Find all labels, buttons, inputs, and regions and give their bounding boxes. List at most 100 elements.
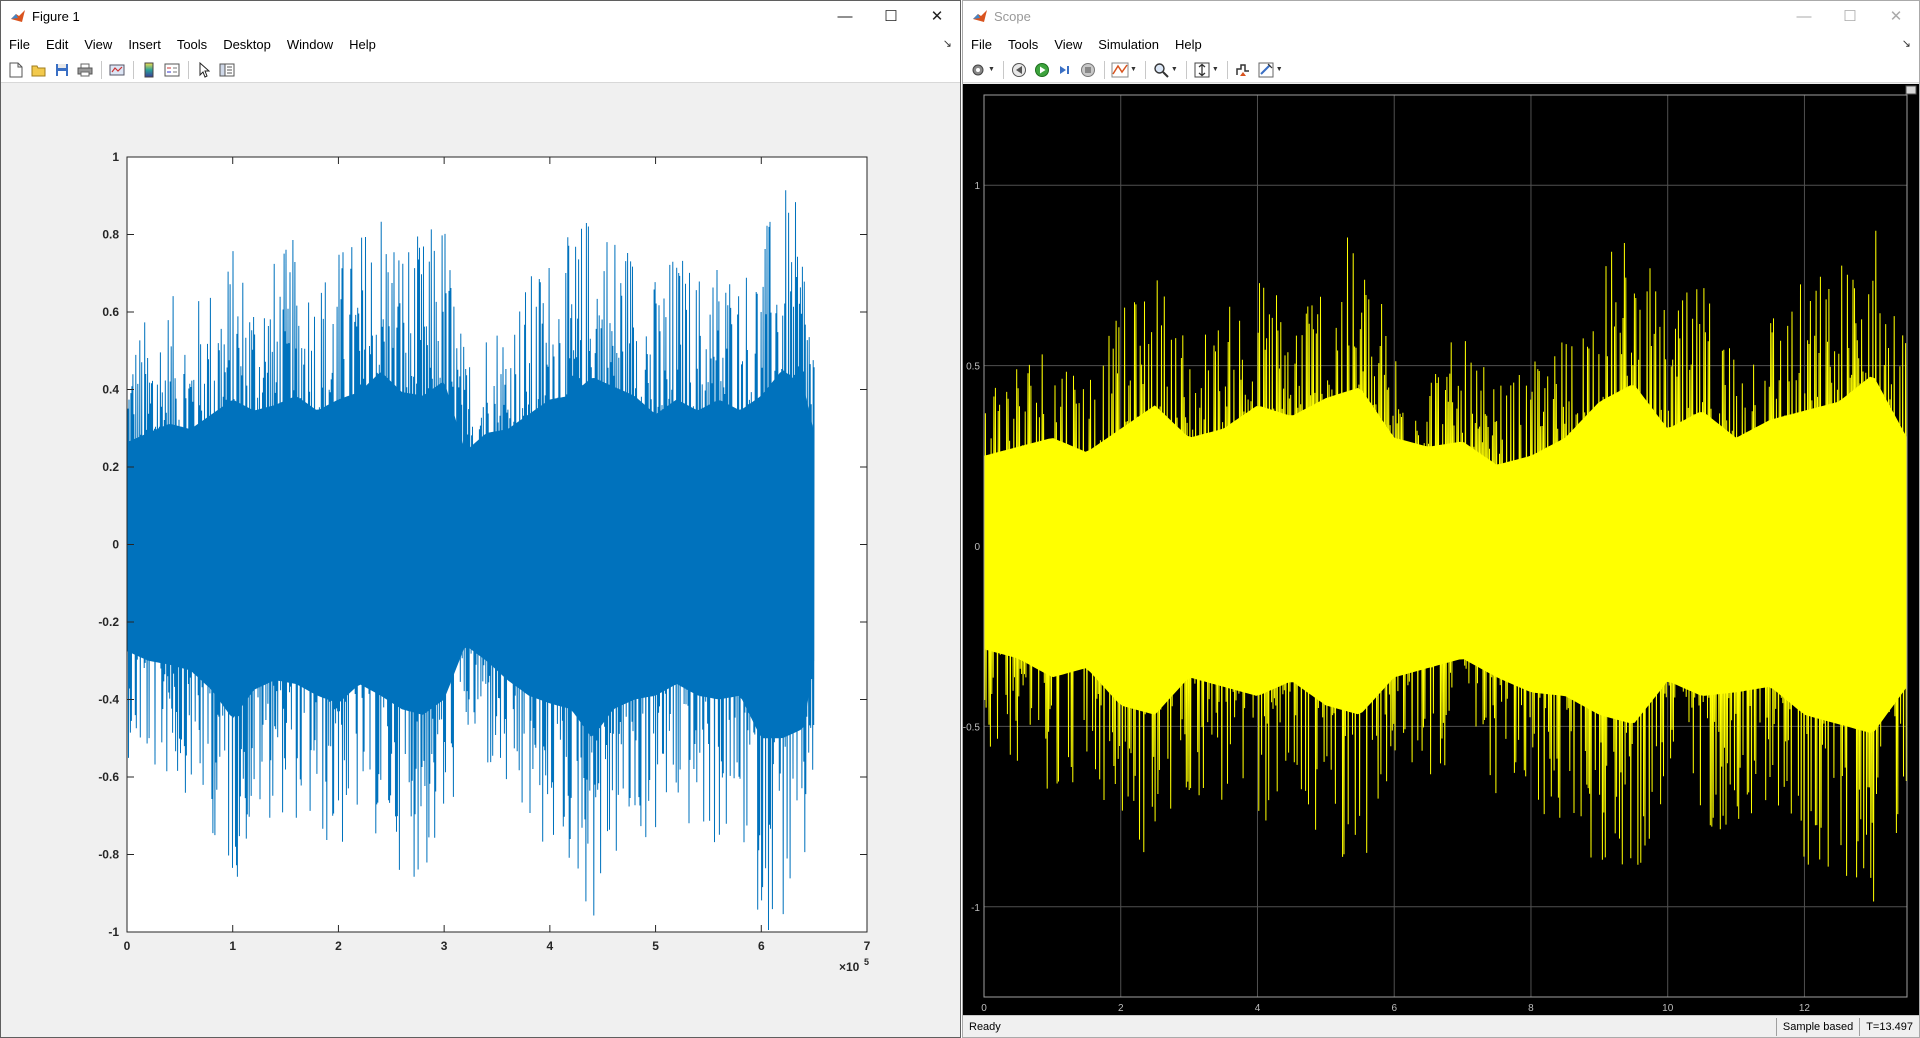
open-file-icon[interactable]	[28, 59, 50, 81]
y-tick-label: -0.5	[963, 722, 980, 733]
figure-titlebar[interactable]: Figure 1 — ☐ ✕	[1, 1, 960, 31]
y-tick-label: 0.5	[966, 362, 980, 373]
y-tick-label: 1	[974, 181, 980, 192]
x-tick-label: 8	[1528, 1003, 1534, 1014]
x-tick-label: 6	[758, 939, 765, 953]
status-mode: Sample based	[1775, 1017, 1859, 1036]
x-tick-label: 1	[229, 939, 236, 953]
zoom-icon[interactable]	[1150, 59, 1172, 81]
scale-axes-icon[interactable]	[1191, 59, 1213, 81]
menu-help[interactable]: Help	[349, 36, 376, 52]
new-figure-icon[interactable]	[5, 59, 27, 81]
scope-titlebar[interactable]: Scope — ☐ ✕	[963, 1, 1919, 31]
triggers-icon[interactable]	[1232, 59, 1254, 81]
toolbar-separator	[1185, 60, 1187, 79]
scope-window: Scope — ☐ ✕ File Tools View Simulation H…	[962, 0, 1920, 1038]
close-button[interactable]: ✕	[930, 8, 944, 25]
toolbar-separator	[1103, 60, 1105, 79]
x-tick-label: 12	[1799, 1003, 1811, 1014]
scope-statusbar: Ready Sample based T=13.497	[963, 1015, 1919, 1037]
x-tick-label: 10	[1662, 1003, 1674, 1014]
status-ready: Ready	[969, 1020, 1001, 1033]
x-tick-label: 2	[1118, 1003, 1124, 1014]
y-tick-label: 0	[974, 542, 980, 553]
y-tick-label: 0.6	[102, 305, 119, 319]
step-back-icon[interactable]	[1008, 59, 1030, 81]
menu-view[interactable]: View	[1054, 36, 1083, 52]
chevron-down-icon[interactable]: ▼	[988, 66, 995, 73]
y-tick-label: -0.6	[98, 770, 119, 784]
property-inspector-icon[interactable]	[216, 59, 238, 81]
toolbar-separator	[1226, 60, 1228, 79]
toolbar-separator	[1002, 60, 1004, 79]
x-tick-label: 6	[1391, 1003, 1397, 1014]
menu-window[interactable]: Window	[286, 36, 334, 52]
settings-icon[interactable]	[967, 59, 989, 81]
y-tick-label: -1	[971, 903, 980, 914]
figure-window: Figure 1 — ☐ ✕ File Edit View Insert Too…	[0, 0, 961, 1038]
minimize-button[interactable]: —	[1796, 7, 1812, 25]
menu-tools[interactable]: Tools	[1007, 36, 1039, 52]
chevron-down-icon[interactable]: ▼	[1275, 66, 1283, 73]
x-tick-label: 0	[981, 1003, 987, 1014]
minimize-button[interactable]: —	[837, 7, 853, 25]
toolbar-separator	[101, 60, 102, 79]
step-forward-icon[interactable]	[1054, 59, 1076, 81]
scope-title: Scope	[994, 8, 1031, 24]
menu-desktop[interactable]: Desktop	[223, 36, 271, 52]
figure-axes[interactable]: 1 0.8 0.6 0.4 0.2 0 -0.2 -0.4 -0.6 -0.8 -1 0 1 2 3 4 5 6 7…	[1, 84, 960, 1038]
menu-tools[interactable]: Tools	[176, 36, 208, 52]
scope-canvas[interactable]: 1 0.5 0 -0.5 -1 0 2 4 6 8 10 12	[963, 84, 1919, 1017]
maximize-button[interactable]: ☐	[1843, 8, 1857, 25]
axes-box	[983, 94, 1908, 998]
chevron-down-icon[interactable]: ▼	[1129, 66, 1137, 73]
figure-canvas[interactable]: 1 0.8 0.6 0.4 0.2 0 -0.2 -0.4 -0.6 -0.8 -1 0 1 2 3 4 5 6 7…	[1, 84, 960, 1038]
link-plot-icon[interactable]	[106, 59, 128, 81]
x-tick-label: 4	[1255, 1003, 1261, 1014]
measurements-icon[interactable]	[1255, 59, 1277, 81]
highlight-icon[interactable]	[1109, 59, 1131, 81]
x-tick-label: 0	[124, 939, 131, 953]
menu-view[interactable]: View	[84, 36, 113, 52]
chevron-down-icon[interactable]: ▼	[1170, 66, 1178, 73]
figure-toolbar	[1, 57, 960, 83]
y-tick-label: 0	[112, 538, 119, 552]
menu-file[interactable]: File	[9, 36, 30, 52]
save-icon[interactable]	[51, 59, 73, 81]
colorbar-icon[interactable]	[138, 59, 160, 81]
x-tick-label: 4	[547, 939, 554, 953]
menu-file[interactable]: File	[971, 36, 992, 52]
legend-icon[interactable]	[161, 59, 183, 81]
toolbar-separator	[1144, 60, 1146, 79]
dock-pin-icon[interactable]: ↘	[1901, 38, 1911, 50]
dock-pin-icon[interactable]: ↘	[942, 38, 952, 50]
scope-axes[interactable]: 1 0.5 0 -0.5 -1 0 2 4 6 8 10 12	[963, 84, 1919, 1017]
simulink-logo-icon	[973, 10, 987, 22]
x-tick-label: 7	[864, 939, 871, 953]
maximize-button[interactable]: ☐	[884, 8, 898, 25]
scope-menubar: File Tools View Simulation Help ↘	[963, 31, 1919, 57]
edit-plot-icon[interactable]	[193, 59, 215, 81]
menu-simulation[interactable]: Simulation	[1098, 36, 1159, 52]
y-tick-label: 0.8	[102, 228, 119, 242]
signal-core	[984, 376, 1907, 733]
scope-toolbar: ▼ ▼ ▼ ▼ ▼	[963, 57, 1919, 83]
matlab-logo-icon	[11, 10, 25, 22]
status-time: T=13.497	[1859, 1017, 1919, 1036]
signal-core	[127, 370, 815, 739]
x-tick-label: 3	[441, 939, 448, 953]
stop-icon[interactable]	[1077, 59, 1099, 81]
close-button[interactable]: ✕	[1889, 8, 1903, 25]
chevron-down-icon[interactable]: ▼	[1211, 66, 1219, 73]
menu-insert[interactable]: Insert	[128, 36, 161, 52]
toolbar-separator	[188, 60, 189, 79]
figure-menubar: File Edit View Insert Tools Desktop Wind…	[1, 31, 960, 57]
x-exponent-power: 5	[864, 957, 869, 967]
y-tick-label: -1	[108, 925, 119, 939]
print-icon[interactable]	[74, 59, 96, 81]
y-tick-label: -0.2	[98, 615, 119, 629]
run-icon[interactable]	[1031, 59, 1053, 81]
menu-edit[interactable]: Edit	[45, 36, 69, 52]
toolbar-separator	[133, 60, 134, 79]
menu-help[interactable]: Help	[1174, 36, 1202, 52]
